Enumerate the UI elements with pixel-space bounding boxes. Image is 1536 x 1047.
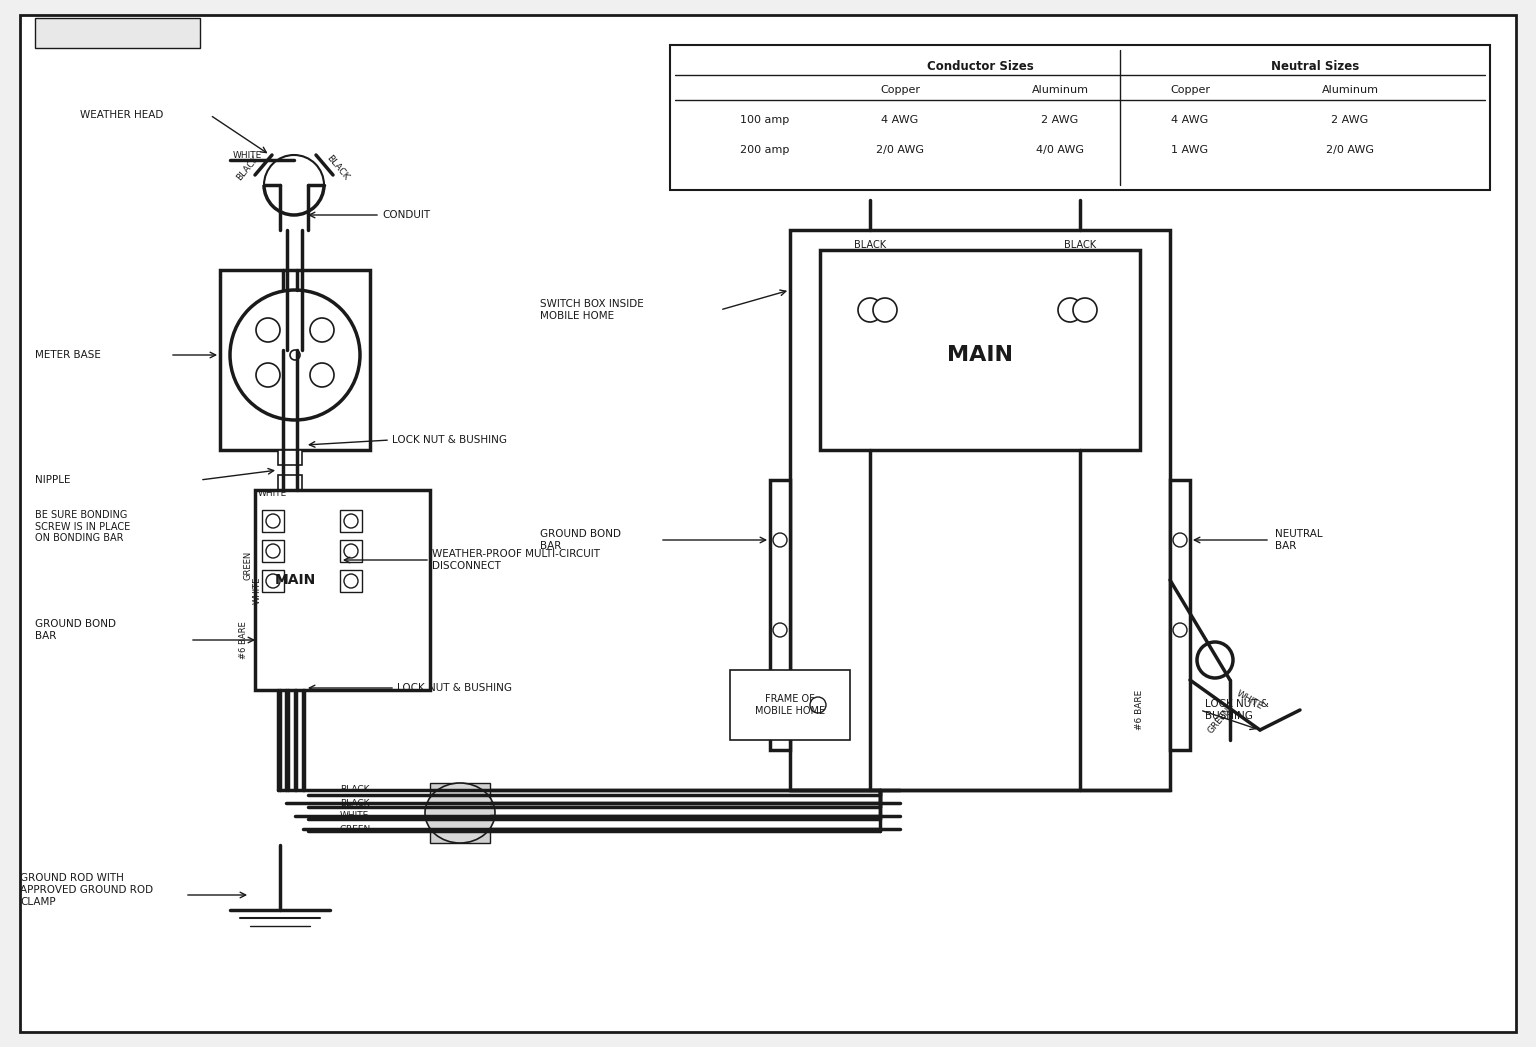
- Text: WHITE: WHITE: [258, 489, 287, 497]
- Text: LOCK NUT & BUSHING: LOCK NUT & BUSHING: [396, 683, 511, 693]
- Text: 4 AWG: 4 AWG: [882, 115, 919, 125]
- Bar: [670, 45, 1490, 190]
- Text: NIPPLE: NIPPLE: [35, 475, 71, 485]
- Bar: [255, 490, 430, 690]
- Text: WHITE: WHITE: [233, 151, 263, 159]
- Text: WEATHER HEAD: WEATHER HEAD: [80, 110, 163, 120]
- Circle shape: [266, 514, 280, 528]
- Text: 2/0 AWG: 2/0 AWG: [1326, 144, 1375, 155]
- Text: Conductor Sizes: Conductor Sizes: [926, 61, 1034, 73]
- Circle shape: [773, 533, 786, 547]
- Circle shape: [257, 318, 280, 342]
- Circle shape: [310, 318, 333, 342]
- Circle shape: [859, 298, 882, 322]
- Bar: [770, 480, 790, 750]
- Bar: [278, 450, 303, 465]
- Text: CONDUIT: CONDUIT: [382, 210, 430, 220]
- Bar: [339, 570, 362, 592]
- Text: BE SURE BONDING
SCREW IS IN PLACE
ON BONDING BAR: BE SURE BONDING SCREW IS IN PLACE ON BON…: [35, 510, 131, 543]
- Circle shape: [344, 574, 358, 588]
- Circle shape: [264, 155, 324, 215]
- Text: GROUND BOND
BAR: GROUND BOND BAR: [541, 529, 621, 551]
- Text: LOCK NUT &
BUSHING: LOCK NUT & BUSHING: [1206, 699, 1269, 720]
- Text: FRAME OF
MOBILE HOME: FRAME OF MOBILE HOME: [754, 694, 825, 716]
- Text: GREEN: GREEN: [244, 551, 252, 580]
- Circle shape: [310, 363, 333, 387]
- Text: LOCK NUT & BUSHING: LOCK NUT & BUSHING: [392, 435, 507, 445]
- Text: 100 amp: 100 amp: [740, 115, 790, 125]
- Text: WHITE: WHITE: [252, 576, 261, 604]
- Text: Copper: Copper: [1170, 85, 1210, 95]
- Text: 2/0 AWG: 2/0 AWG: [876, 144, 925, 155]
- Text: Aluminum: Aluminum: [1321, 85, 1378, 95]
- Bar: [263, 570, 284, 592]
- Circle shape: [290, 350, 300, 360]
- Text: MAIN: MAIN: [948, 346, 1014, 365]
- Text: BLACK: BLACK: [854, 240, 886, 250]
- Circle shape: [1058, 298, 1081, 322]
- Bar: [339, 510, 362, 532]
- Text: Neutral Sizes: Neutral Sizes: [1270, 61, 1359, 73]
- Text: 2 AWG: 2 AWG: [1041, 115, 1078, 125]
- Text: BLACK: BLACK: [326, 154, 350, 182]
- Text: GROUND BOND
BAR: GROUND BOND BAR: [35, 619, 117, 641]
- Text: WEATHER-PROOF MULTI-CIRCUIT
DISCONNECT: WEATHER-PROOF MULTI-CIRCUIT DISCONNECT: [432, 550, 601, 571]
- Circle shape: [773, 623, 786, 637]
- Text: WHITE: WHITE: [339, 811, 369, 821]
- Bar: [790, 230, 1170, 790]
- Circle shape: [809, 697, 826, 713]
- Circle shape: [1174, 533, 1187, 547]
- Text: GROUND ROD WITH
APPROVED GROUND ROD
CLAMP: GROUND ROD WITH APPROVED GROUND ROD CLAM…: [20, 873, 154, 907]
- Bar: [35, 18, 200, 48]
- Text: GREEN: GREEN: [1206, 705, 1233, 735]
- Text: 200 amp: 200 amp: [740, 144, 790, 155]
- Text: NEUTRAL
BAR: NEUTRAL BAR: [1275, 529, 1322, 551]
- Text: METER BASE: METER BASE: [35, 350, 101, 360]
- Circle shape: [344, 514, 358, 528]
- Text: GREEN: GREEN: [339, 824, 372, 833]
- Bar: [278, 475, 303, 490]
- Text: 2 AWG: 2 AWG: [1332, 115, 1369, 125]
- Bar: [730, 670, 849, 740]
- Circle shape: [1197, 642, 1233, 678]
- Text: BLACK: BLACK: [339, 799, 370, 807]
- Bar: [263, 510, 284, 532]
- Bar: [430, 783, 490, 843]
- Text: MAIN: MAIN: [275, 573, 315, 587]
- Bar: [820, 250, 1140, 450]
- Bar: [339, 540, 362, 562]
- Text: WHITE: WHITE: [1235, 689, 1266, 711]
- Circle shape: [266, 574, 280, 588]
- Text: 1 AWG: 1 AWG: [1172, 144, 1209, 155]
- Bar: [220, 270, 370, 450]
- Ellipse shape: [425, 783, 495, 843]
- Text: BLACK: BLACK: [235, 154, 261, 182]
- Bar: [263, 540, 284, 562]
- Text: #6 BARE: #6 BARE: [238, 621, 247, 659]
- Text: Copper: Copper: [880, 85, 920, 95]
- Text: BLACK: BLACK: [339, 785, 370, 795]
- Circle shape: [872, 298, 897, 322]
- Circle shape: [1074, 298, 1097, 322]
- Circle shape: [266, 544, 280, 558]
- Text: 4/0 AWG: 4/0 AWG: [1035, 144, 1084, 155]
- Text: SWITCH BOX INSIDE
MOBILE HOME: SWITCH BOX INSIDE MOBILE HOME: [541, 299, 644, 320]
- Text: 4 AWG: 4 AWG: [1172, 115, 1209, 125]
- Circle shape: [230, 290, 359, 420]
- Text: #6 BARE: #6 BARE: [1135, 690, 1144, 730]
- Circle shape: [257, 363, 280, 387]
- Circle shape: [1174, 623, 1187, 637]
- Circle shape: [344, 544, 358, 558]
- Text: Aluminum: Aluminum: [1032, 85, 1089, 95]
- Text: BLACK: BLACK: [1064, 240, 1097, 250]
- Bar: [1170, 480, 1190, 750]
